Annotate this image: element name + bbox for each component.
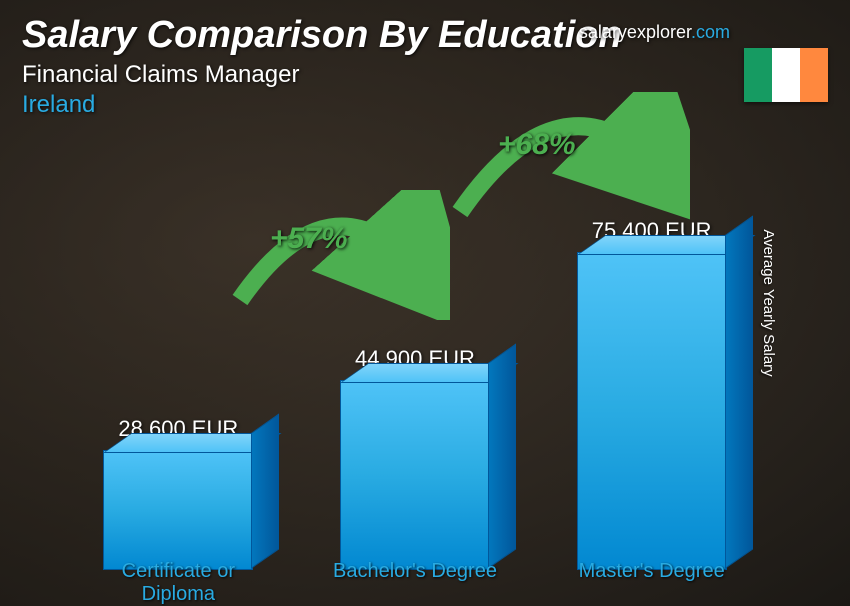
bar <box>103 450 253 570</box>
bar <box>340 380 490 570</box>
country-label: Ireland <box>22 91 830 119</box>
job-title: Financial Claims Manager <box>22 61 830 89</box>
bar <box>577 252 727 570</box>
brand-watermark: salaryexplorer.com <box>579 22 730 43</box>
x-label: Bachelor's Degree <box>325 560 505 606</box>
flag-stripe-green <box>744 48 772 102</box>
flag-stripe-orange <box>800 48 828 102</box>
flag-stripe-white <box>772 48 800 102</box>
bar-chart: 28,600 EUR 44,900 EUR 75,400 EUR <box>60 190 770 570</box>
x-label: Certificate or Diploma <box>88 560 268 606</box>
bar-group: 28,600 EUR <box>88 416 268 570</box>
bar-group: 75,400 EUR <box>562 218 742 570</box>
ireland-flag-icon <box>744 48 828 102</box>
brand-name: salaryexplorer <box>579 22 691 42</box>
x-label: Master's Degree <box>562 560 742 606</box>
brand-ext: .com <box>691 22 730 42</box>
bar-group: 44,900 EUR <box>325 346 505 570</box>
x-axis-labels: Certificate or Diploma Bachelor's Degree… <box>60 560 770 606</box>
